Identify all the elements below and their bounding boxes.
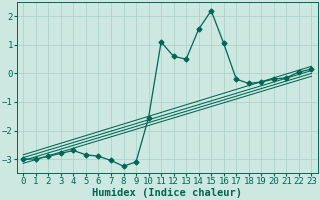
X-axis label: Humidex (Indice chaleur): Humidex (Indice chaleur) bbox=[92, 188, 242, 198]
